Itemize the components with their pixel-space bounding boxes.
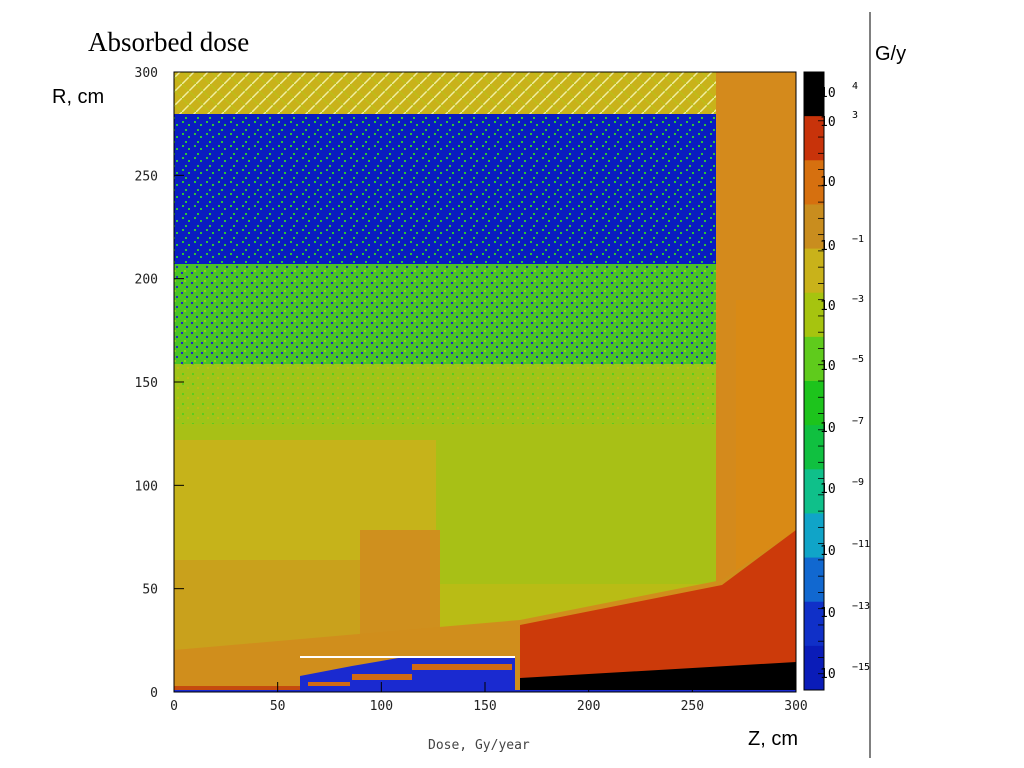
colorbar-tick-label: 10 −11 [820, 539, 870, 559]
colorbar-tick-label: 10 4 [820, 81, 858, 101]
chart-title: Absorbed dose [88, 27, 249, 57]
x-axis-ticks: 0 50 100 150 200 250 300 [170, 682, 808, 714]
colorbar-tick-base: 10 [820, 359, 836, 374]
colorbar-tick-exponent: 3 [852, 110, 858, 121]
x-tick-label: 250 [681, 699, 704, 714]
colorbar-segment [804, 116, 824, 161]
colorbar-unit-label: G/y [875, 43, 906, 65]
colorbar-segment [804, 381, 824, 426]
x-tick-label: 200 [577, 699, 600, 714]
colorbar-segment [804, 645, 824, 691]
colorbar-tick-exponent: −15 [852, 662, 870, 673]
colorbar-segment [804, 513, 824, 559]
colorbar-tick-label: 10 −1 [820, 234, 864, 254]
y-tick-label: 200 [135, 273, 158, 288]
colorbar-tick-label: 10 −3 [820, 294, 864, 314]
y-axis-label: R, cm [52, 86, 104, 108]
colorbar-segment [804, 72, 824, 117]
detector-stripe-1 [308, 682, 350, 686]
colorbar-tick-exponent: −9 [852, 477, 864, 488]
colorbar-tick-label: 10 −13 [820, 601, 870, 621]
heatmap-plot-area [173, 71, 797, 693]
colorbar-tick-base: 10 [820, 544, 836, 559]
x-tick-label: 150 [473, 699, 496, 714]
region-bottom-strip [174, 686, 300, 692]
colorbar: 10 410 31010−110−310−510−710−910−1110−1310… [803, 71, 870, 691]
x-tick-label: 0 [170, 699, 178, 714]
colorbar-segment [804, 160, 824, 205]
colorbar-tick-base: 10 [820, 86, 836, 101]
colorbar-tick-label: 10 −7 [820, 416, 864, 436]
colorbar-tick-exponent: −11 [852, 539, 870, 550]
colorbar-segment [804, 469, 824, 514]
colorbar-segment [804, 336, 824, 382]
colorbar-tick-exponent: −5 [852, 354, 864, 365]
x-tick-label: 50 [270, 699, 286, 714]
colorbar-tick-label: 10 3 [820, 110, 858, 130]
colorbar-tick-exponent: −13 [852, 601, 870, 612]
region-lower-right [520, 530, 796, 692]
colorbar-tick-base: 10 [820, 606, 836, 621]
y-tick-label: 150 [135, 376, 158, 391]
detector-stripe-2 [352, 674, 412, 680]
y-tick-label: 300 [135, 66, 158, 81]
colorbar-segment [804, 425, 824, 470]
region-upper-green-2 [174, 364, 722, 424]
detector-stripe-3 [412, 664, 512, 670]
colorbar-tick-base: 10 [820, 239, 836, 254]
x-tick-label: 300 [784, 699, 807, 714]
region-upper-green [174, 264, 722, 364]
colorbar-tick-base: 10 [820, 175, 836, 190]
x-axis-label: Z, cm [748, 728, 798, 750]
colorbar-tick-exponent: −3 [852, 294, 864, 305]
y-tick-label: 0 [150, 686, 158, 701]
colorbar-tick-label: 10 −9 [820, 477, 864, 497]
detector-top-line [300, 656, 515, 658]
colorbar-segment [804, 204, 824, 250]
x-tick-label: 100 [370, 699, 393, 714]
colorbar-tick-label: 10 −5 [820, 354, 864, 374]
y-tick-label: 100 [135, 479, 158, 494]
colorbar-tick-exponent: −1 [852, 234, 864, 245]
colorbar-tick-label: 10 [820, 175, 836, 190]
region-sparse-top [174, 114, 722, 264]
colorbar-segment [804, 248, 824, 294]
colorbar-tick-exponent: 4 [852, 81, 858, 92]
colorbar-tick-base: 10 [820, 482, 836, 497]
colorbar-tick-exponent: −7 [852, 416, 864, 427]
footer-label: Dose, Gy/year [428, 738, 530, 753]
colorbar-segment [804, 292, 824, 338]
colorbar-tick-label: 10 −15 [820, 662, 870, 682]
y-tick-label: 250 [135, 169, 158, 184]
colorbar-tick-base: 10 [820, 115, 836, 130]
colorbar-segment [804, 601, 824, 647]
region-top-band [174, 72, 716, 114]
colorbar-tick-base: 10 [820, 667, 836, 682]
colorbar-segment [804, 557, 824, 603]
y-axis-ticks: 0 50 100 150 200 250 300 [135, 66, 184, 701]
colorbar-tick-base: 10 [820, 421, 836, 436]
colorbar-tick-base: 10 [820, 299, 836, 314]
y-tick-label: 50 [142, 583, 158, 598]
